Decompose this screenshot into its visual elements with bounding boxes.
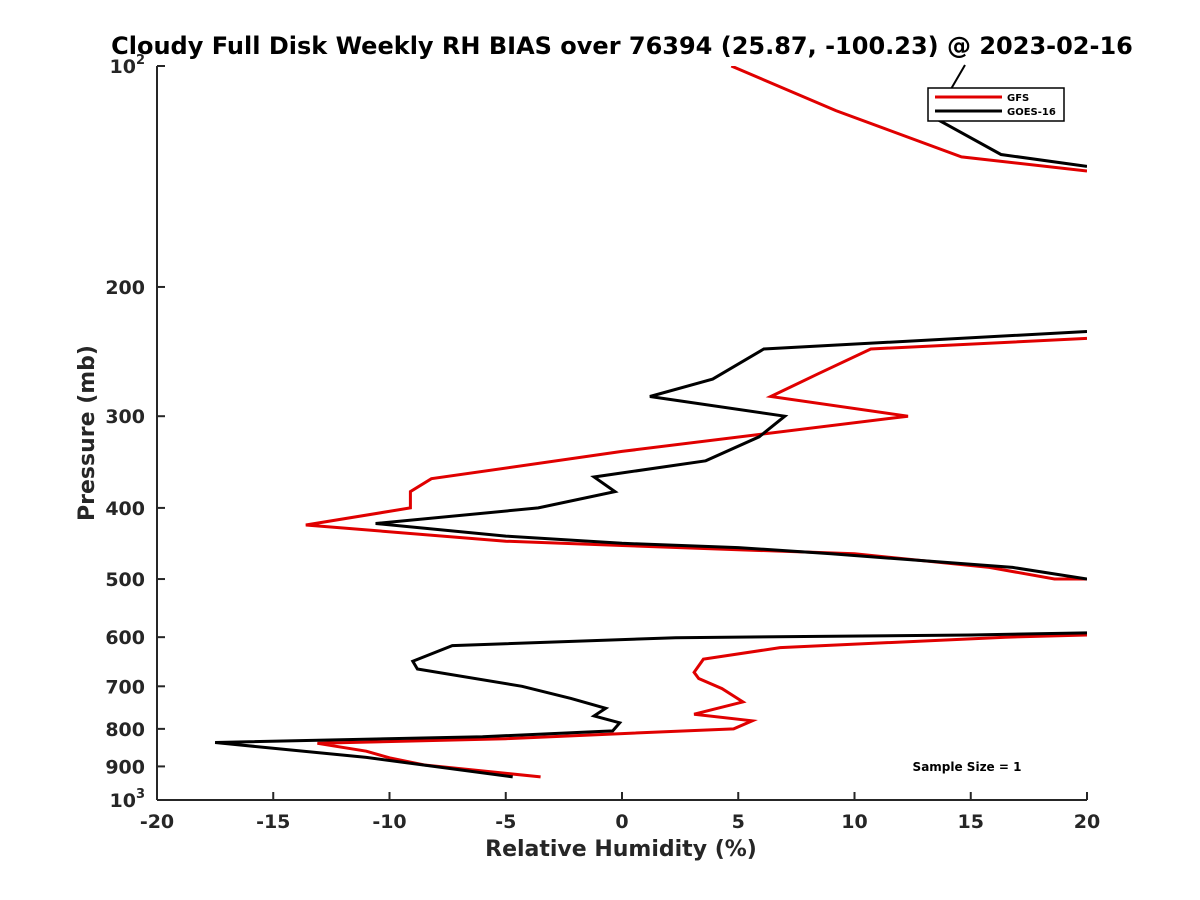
x-tick-label: -15 <box>256 811 290 833</box>
y-tick-label: 200 <box>105 277 145 299</box>
series-line-goes-16 <box>214 114 1087 779</box>
legend-box <box>927 87 1065 122</box>
x-tick-label: -10 <box>372 811 406 833</box>
y-ticks: 102 200 300 400 500 600 700 800 900 103 <box>105 53 165 812</box>
y-tick-label: 400 <box>105 498 145 520</box>
x-tick-label: -5 <box>495 811 516 833</box>
y-tick-label: 900 <box>105 756 145 778</box>
legend-label-goes-16: GOES-16 <box>1007 107 1056 118</box>
x-tick-label: 20 <box>1074 811 1100 833</box>
x-tick-label: -20 <box>140 811 174 833</box>
chart-title: Cloudy Full Disk Weekly RH BIAS over 763… <box>111 32 1133 60</box>
x-tick-label: 15 <box>958 811 984 833</box>
y-axis-label: Pressure (mb) <box>75 345 100 521</box>
y-tick-label: 300 <box>105 406 145 428</box>
y-tick-label: 102 <box>110 53 146 78</box>
legend-label-gfs: GFS <box>1007 93 1029 104</box>
x-axis-label: Relative Humidity (%) <box>485 837 757 862</box>
y-tick-label: 500 <box>105 569 145 591</box>
axes <box>156 66 1087 801</box>
x-tick-label: 5 <box>732 811 745 833</box>
y-tick-label: 103 <box>110 787 146 812</box>
legend: GFS GOES-16 <box>927 64 1065 122</box>
series-lines <box>214 66 1087 779</box>
y-tick-label: 800 <box>105 719 145 741</box>
y-tick-label: 700 <box>105 676 145 698</box>
x-tick-label: 0 <box>615 811 628 833</box>
legend-leader-line <box>950 64 966 90</box>
x-tick-label: 10 <box>841 811 867 833</box>
y-tick-label: 600 <box>105 627 145 649</box>
x-ticks: -20 -15 -10 -5 0 5 10 15 20 <box>140 792 1100 833</box>
sample-size-annotation: Sample Size = 1 <box>913 760 1022 774</box>
